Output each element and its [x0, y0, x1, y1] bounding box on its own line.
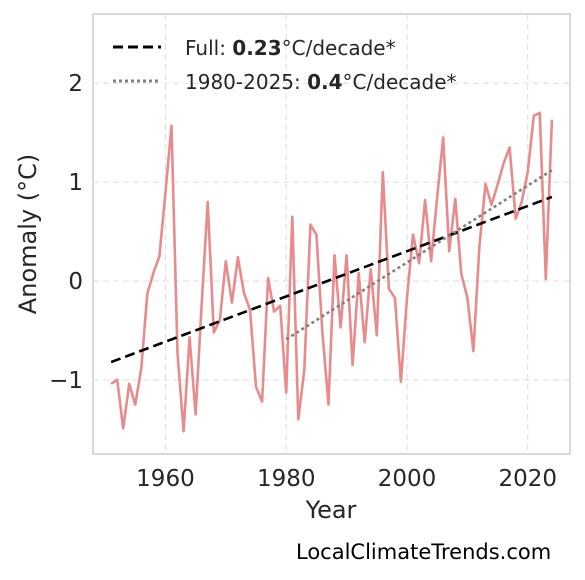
series-layer: [110, 111, 554, 433]
site-credit: LocalClimateTrends.com: [296, 540, 552, 564]
plot-background: [92, 13, 571, 455]
legend-full-value: 0.23: [232, 36, 281, 60]
x-tick-label: 2020: [498, 466, 557, 492]
y-tick-label: −1: [49, 368, 83, 394]
legend-recent-value: 0.4: [307, 70, 342, 94]
legend-full-prefix: Full:: [185, 36, 232, 60]
x-tick-label: 1980: [257, 466, 316, 492]
trendline-layer: [110, 169, 553, 364]
legend: Full: 0.23°C/decade* 1980-2025: 0.4°C/de…: [113, 36, 457, 94]
x-axis-label: Year: [305, 496, 357, 524]
legend-recent-label: 1980-2025: 0.4°C/decade*: [185, 70, 457, 94]
anomaly-series-line: [110, 111, 554, 433]
y-tick-labels: −1 0 1 2: [49, 71, 83, 394]
x-tick-label: 1960: [136, 466, 195, 492]
legend-full-label: Full: 0.23°C/decade*: [185, 36, 396, 60]
grid: [93, 14, 570, 454]
x-tick-label: 2000: [378, 466, 437, 492]
y-tick-label: 2: [68, 71, 83, 97]
x-tick-labels: 1960 1980 2000 2020: [136, 466, 557, 492]
y-axis-label: Anomaly (°C): [14, 154, 42, 314]
trendline-full: [110, 195, 553, 364]
trendline-1980-2025: [285, 169, 553, 341]
legend-recent-suffix: °C/decade*: [343, 70, 457, 94]
legend-full-suffix: °C/decade*: [282, 36, 396, 60]
legend-recent-prefix: 1980-2025:: [185, 70, 307, 94]
y-tick-label: 1: [68, 170, 83, 196]
y-tick-label: 0: [68, 269, 83, 295]
